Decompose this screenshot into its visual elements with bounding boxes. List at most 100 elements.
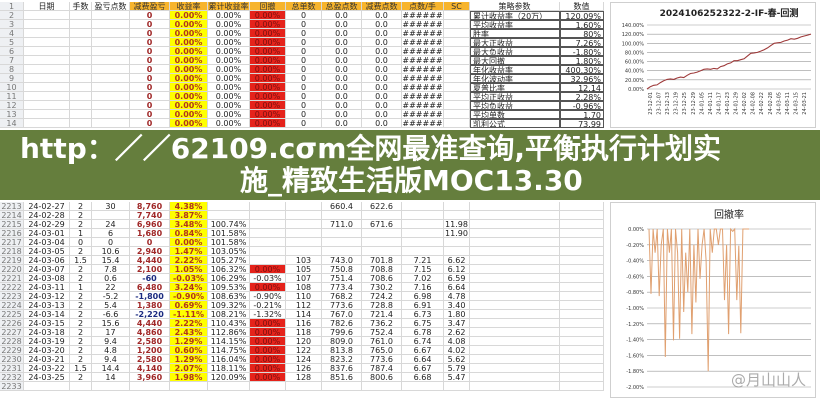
data-cell[interactable]: 823.2 (322, 355, 362, 364)
empty-cell[interactable] (560, 373, 604, 382)
data-cell[interactable]: 108 (286, 283, 322, 292)
data-cell[interactable]: 24-03-05 (24, 247, 70, 256)
data-cell[interactable]: 0.0 (362, 56, 402, 65)
data-cell[interactable]: 0.0 (362, 20, 402, 29)
data-cell[interactable] (322, 382, 362, 391)
data-cell[interactable]: 0.00% (208, 65, 250, 74)
data-cell[interactable]: 0 (130, 20, 170, 29)
data-cell[interactable] (170, 382, 208, 391)
data-cell[interactable]: 728.8 (362, 301, 402, 310)
data-cell[interactable] (24, 65, 70, 74)
data-cell[interactable]: 0 (286, 101, 322, 110)
data-cell[interactable] (208, 211, 250, 220)
data-cell[interactable]: 0.0 (362, 65, 402, 74)
data-cell[interactable]: 0.00% (208, 47, 250, 56)
data-cell[interactable]: 120.09% (208, 373, 250, 382)
empty-cell[interactable] (560, 328, 604, 337)
data-cell[interactable]: 110.43% (208, 319, 250, 328)
data-cell[interactable] (70, 11, 92, 20)
empty-cell[interactable] (560, 211, 604, 220)
empty-cell[interactable] (560, 229, 604, 238)
data-cell[interactable]: 1.80 (444, 310, 470, 319)
data-cell[interactable]: 108.63% (208, 292, 250, 301)
data-cell[interactable]: 17 (92, 328, 130, 337)
data-cell[interactable]: 2.62 (444, 328, 470, 337)
data-cell[interactable] (444, 119, 470, 128)
data-cell[interactable]: 2,940 (130, 247, 170, 256)
data-cell[interactable]: 24-03-12 (24, 292, 70, 301)
data-cell[interactable]: 2 (70, 319, 92, 328)
data-cell[interactable]: 0 (130, 83, 170, 92)
data-cell[interactable]: 110 (286, 292, 322, 301)
data-cell[interactable]: 109.53% (208, 283, 250, 292)
data-cell[interactable] (130, 382, 170, 391)
data-cell[interactable]: 4.08 (444, 337, 470, 346)
data-cell[interactable]: 782.6 (322, 319, 362, 328)
data-cell[interactable] (362, 247, 402, 256)
data-cell[interactable]: 671.6 (362, 220, 402, 229)
data-cell[interactable] (286, 202, 322, 211)
data-cell[interactable]: 2 (70, 310, 92, 319)
data-cell[interactable] (444, 92, 470, 101)
data-cell[interactable]: 4,860 (130, 328, 170, 337)
data-cell[interactable]: 0.00% (208, 29, 250, 38)
data-cell[interactable] (24, 83, 70, 92)
data-cell[interactable]: 14.4 (92, 364, 130, 373)
data-cell[interactable]: -6.6 (92, 310, 130, 319)
data-cell[interactable]: 2,100 (130, 265, 170, 274)
data-cell[interactable]: 6.64 (444, 283, 470, 292)
data-cell[interactable]: -1,800 (130, 292, 170, 301)
data-cell[interactable]: 0.0 (362, 29, 402, 38)
data-cell[interactable]: 0 (286, 119, 322, 128)
data-cell[interactable]: 0.00% (170, 74, 208, 83)
data-cell[interactable]: 0.0 (362, 92, 402, 101)
data-cell[interactable]: 773.4 (322, 283, 362, 292)
data-cell[interactable]: 730.2 (362, 283, 402, 292)
data-cell[interactable] (402, 238, 444, 247)
data-cell[interactable] (24, 11, 70, 20)
data-cell[interactable]: 6.64 (402, 355, 444, 364)
column-header[interactable]: 总盈点数 (322, 2, 362, 11)
data-cell[interactable]: 708.6 (362, 274, 402, 283)
data-cell[interactable] (444, 56, 470, 65)
data-cell[interactable]: 24-03-11 (24, 283, 70, 292)
data-cell[interactable]: 660.4 (322, 202, 362, 211)
data-cell[interactable] (92, 20, 130, 29)
empty-cell[interactable] (470, 337, 560, 346)
data-cell[interactable] (286, 211, 322, 220)
data-cell[interactable]: ###### (402, 83, 444, 92)
data-cell[interactable]: 2.22% (170, 256, 208, 265)
data-cell[interactable] (70, 110, 92, 119)
data-cell[interactable]: 0 (286, 20, 322, 29)
empty-cell[interactable] (560, 202, 604, 211)
data-cell[interactable]: 708.8 (362, 265, 402, 274)
data-cell[interactable]: ###### (402, 20, 444, 29)
data-cell[interactable]: 0.00% (250, 364, 286, 373)
data-cell[interactable]: 2 (70, 292, 92, 301)
data-cell[interactable] (92, 11, 130, 20)
data-cell[interactable]: 0.0 (322, 47, 362, 56)
data-cell[interactable]: 0.60% (170, 346, 208, 355)
empty-cell[interactable] (470, 355, 560, 364)
data-cell[interactable]: 0.0 (322, 11, 362, 20)
data-cell[interactable]: 2,580 (130, 337, 170, 346)
empty-cell[interactable] (470, 283, 560, 292)
data-cell[interactable]: 0.0 (362, 101, 402, 110)
data-cell[interactable]: 4.02 (444, 346, 470, 355)
data-cell[interactable]: 0 (130, 110, 170, 119)
data-cell[interactable]: 107 (286, 274, 322, 283)
data-cell[interactable]: 761.0 (362, 337, 402, 346)
data-cell[interactable]: 1,380 (130, 301, 170, 310)
data-cell[interactable]: 24-03-22 (24, 364, 70, 373)
data-cell[interactable] (24, 101, 70, 110)
data-cell[interactable]: 24-03-25 (24, 373, 70, 382)
empty-cell[interactable] (470, 265, 560, 274)
data-cell[interactable]: -5.2 (92, 292, 130, 301)
data-cell[interactable]: 0.00% (170, 29, 208, 38)
data-cell[interactable] (402, 220, 444, 229)
data-cell[interactable] (92, 101, 130, 110)
data-cell[interactable]: 6,960 (130, 220, 170, 229)
data-cell[interactable] (24, 20, 70, 29)
data-cell[interactable]: 1,200 (130, 346, 170, 355)
data-cell[interactable]: -0.03% (250, 274, 286, 283)
